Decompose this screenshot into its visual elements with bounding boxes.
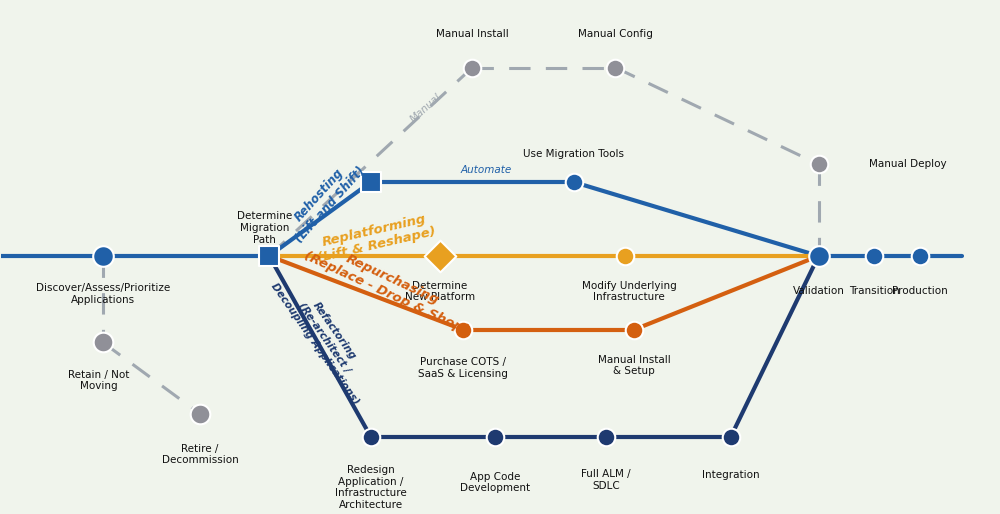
Point xyxy=(487,433,503,441)
Text: Repurchasing
(Replace - Drop & Shop): Repurchasing (Replace - Drop & Shop) xyxy=(302,236,477,337)
Point xyxy=(598,433,614,441)
Point xyxy=(723,433,739,441)
Text: Full ALM /
SDLC: Full ALM / SDLC xyxy=(581,469,631,491)
Text: Redesign
Application /
Infrastructure
Architecture: Redesign Application / Infrastructure Ar… xyxy=(335,465,407,510)
Point xyxy=(95,252,111,260)
Text: Manual Deploy: Manual Deploy xyxy=(869,159,947,169)
Point xyxy=(363,433,379,441)
Text: Production: Production xyxy=(892,286,948,296)
Text: Rehosting
(Lift and Shift): Rehosting (Lift and Shift) xyxy=(282,154,368,246)
Point xyxy=(811,252,827,260)
Point xyxy=(617,252,633,260)
Text: Manual Config: Manual Config xyxy=(578,29,653,40)
Text: Replatforming
(Lift & Reshape): Replatforming (Lift & Reshape) xyxy=(313,211,438,265)
Text: Discover/Assess/Prioritize
Applications: Discover/Assess/Prioritize Applications xyxy=(36,283,170,305)
Text: Validation: Validation xyxy=(793,286,844,296)
Text: Determine
Migration
Path: Determine Migration Path xyxy=(237,211,292,245)
Text: Determine
New Platform: Determine New Platform xyxy=(405,281,475,302)
Point xyxy=(192,410,208,418)
Point xyxy=(866,252,882,260)
Point xyxy=(811,160,827,169)
Point xyxy=(432,252,448,260)
Text: Manual Install
& Setup: Manual Install & Setup xyxy=(598,355,670,376)
Text: Retire /
Decommission: Retire / Decommission xyxy=(162,444,238,465)
Point xyxy=(912,252,928,260)
Text: App Code
Development: App Code Development xyxy=(460,472,530,493)
Point xyxy=(455,326,471,334)
Point xyxy=(566,178,582,186)
Text: Manual: Manual xyxy=(409,92,444,125)
Point xyxy=(363,178,379,186)
Text: Purchase COTS /
SaaS & Licensing: Purchase COTS / SaaS & Licensing xyxy=(418,357,508,379)
Point xyxy=(95,338,111,346)
Point xyxy=(607,63,623,71)
Text: Manual Install: Manual Install xyxy=(436,29,509,40)
Text: Refactoring
(Re-architect /
Decoupling Applications): Refactoring (Re-architect / Decoupling A… xyxy=(269,268,380,407)
Text: Integration: Integration xyxy=(702,470,760,480)
Point xyxy=(261,252,277,260)
Point xyxy=(464,63,480,71)
Point xyxy=(626,326,642,334)
Text: Automate: Automate xyxy=(461,166,512,175)
Text: Transition: Transition xyxy=(849,286,899,296)
Text: Retain / Not
Moving: Retain / Not Moving xyxy=(68,370,129,392)
Text: Use Migration Tools: Use Migration Tools xyxy=(523,149,624,159)
Text: Modify Underlying
Infrastructure: Modify Underlying Infrastructure xyxy=(582,281,677,302)
